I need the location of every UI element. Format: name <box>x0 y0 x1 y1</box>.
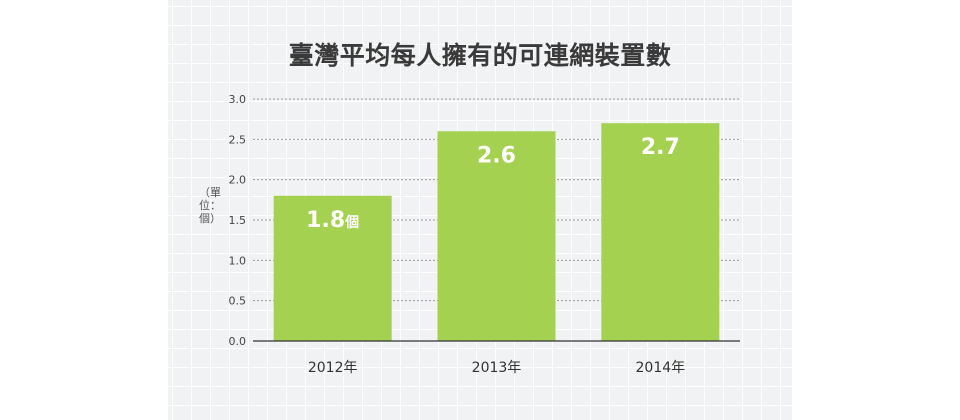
chart-title: 臺灣平均每人擁有的可連網裝置數 <box>288 41 672 70</box>
bar-value-label: 2.7 <box>641 135 680 160</box>
x-category-label: 2014年 <box>636 360 686 376</box>
x-category-label: 2013年 <box>472 360 522 376</box>
x-category-label: 2012年 <box>308 360 358 376</box>
y-tick-label: 2.5 <box>229 133 247 146</box>
y-tick-label: 1.5 <box>229 214 247 227</box>
y-tick-label: 3.0 <box>229 93 247 106</box>
y-tick-label: 0.0 <box>229 335 247 348</box>
bar <box>601 123 720 341</box>
value-unit-suffix: 個 <box>344 214 359 231</box>
bar-value-label: 2.6 <box>477 143 516 168</box>
y-tick-label: 0.5 <box>229 295 247 308</box>
y-tick-label: 1.0 <box>229 254 247 267</box>
bar <box>273 195 392 341</box>
bar <box>437 131 556 341</box>
y-tick-label: 2.0 <box>229 174 247 187</box>
